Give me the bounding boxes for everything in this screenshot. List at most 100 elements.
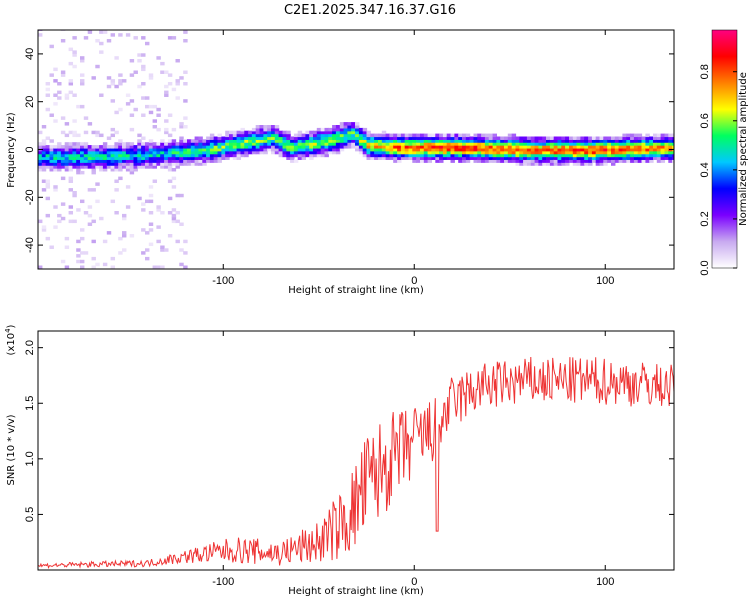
spectrogram-cell <box>118 73 123 77</box>
spectrogram-cell <box>141 156 146 160</box>
spectrogram-cell <box>118 165 123 169</box>
spectrogram-cell <box>213 136 219 140</box>
spectrogram-cell <box>57 142 62 146</box>
spectrogram-cell <box>80 251 85 255</box>
spectrogram-cell <box>274 150 280 155</box>
spectrogram-cell <box>569 150 574 155</box>
spectrogram-cell <box>542 145 547 149</box>
spectrogram-cell <box>645 150 650 155</box>
spectrogram-cell <box>599 145 604 149</box>
spectrogram-cell <box>660 147 666 152</box>
spectrogram-cell <box>125 162 131 166</box>
spectrogram-cell <box>664 139 669 143</box>
spectrogram-cell <box>523 150 528 155</box>
spectrogram-cell <box>526 145 532 149</box>
spectrogram-cell <box>141 53 146 57</box>
spectrogram-cell <box>110 79 116 83</box>
spectrogram-cell <box>60 39 66 43</box>
spectrogram-cell <box>152 119 158 123</box>
snr-ytick-label: 1.5 <box>24 396 36 411</box>
spectrogram-cell <box>339 127 345 132</box>
spectrogram-cell <box>53 153 58 158</box>
spectrogram-cell <box>244 150 249 155</box>
spectrogram-cell <box>320 147 326 152</box>
spectrogram-cell <box>72 162 77 166</box>
spectrogram-cell <box>591 159 597 163</box>
spectrogram-cell <box>442 139 448 143</box>
spectrogram-cell <box>557 150 562 155</box>
spectrogram-cell <box>125 168 131 172</box>
spectrogram-cell <box>481 139 486 143</box>
spectrogram-cell <box>626 139 631 143</box>
spectrogram-cell <box>87 162 93 166</box>
spectrogram-cell <box>179 153 184 158</box>
spectrogram-cell <box>672 133 674 138</box>
spectrogram-cell <box>64 133 70 138</box>
spectrogram-cell <box>400 150 406 155</box>
spectrogram-cell <box>45 145 51 149</box>
spectrogram-cell <box>339 147 345 152</box>
spectrogram-cell <box>339 142 345 146</box>
spectrogram-cell <box>217 147 222 152</box>
spectrogram-cell <box>148 199 154 204</box>
spectrogram-cell <box>175 193 180 198</box>
spectrogram-cell <box>454 145 459 149</box>
snr-ytick-label: 0.5 <box>24 507 36 522</box>
spectrogram-cell <box>534 162 540 166</box>
spectrogram-cell <box>45 82 51 86</box>
spectrogram-cell <box>229 145 234 149</box>
spectrogram-cell <box>198 136 203 140</box>
spectrogram-cell <box>397 139 402 143</box>
spectrogram-cell <box>618 136 624 140</box>
spectrogram-cell <box>546 145 551 149</box>
spectrogram-cell <box>408 139 413 143</box>
spectrogram-cell <box>435 147 440 152</box>
spectrogram-cell <box>462 136 467 140</box>
spectrogram-cell <box>206 147 211 152</box>
spectrogram-cell <box>622 150 627 155</box>
spectrogram-cell <box>297 139 303 143</box>
spectrogram-cell <box>236 142 242 146</box>
spectrogram-cell <box>653 145 658 149</box>
spectrogram-cell <box>374 156 379 160</box>
spectrogram-cell <box>91 165 96 169</box>
spectrogram-cell <box>236 150 242 155</box>
spectrogram-cell <box>469 153 475 158</box>
spectrogram-cell <box>530 153 536 158</box>
spectrogram-cell <box>614 139 620 143</box>
spectrogram-cell <box>477 142 482 146</box>
spectrogram-cell <box>137 142 142 146</box>
spectrogram-cell <box>378 145 383 149</box>
spectrogram-cell <box>217 142 222 146</box>
spectrogram-cell <box>122 234 127 238</box>
spectrogram-cell <box>481 156 486 160</box>
spectrogram-cell <box>137 53 142 57</box>
spectrogram-cell <box>141 142 146 146</box>
spectrogram-cell <box>423 145 429 149</box>
spectrogram-cell <box>137 139 142 143</box>
spectrogram-cell <box>400 136 406 140</box>
spectrogram-cell <box>481 150 486 155</box>
spectrogram-cell <box>607 136 612 140</box>
spectrogram-cell <box>309 142 314 146</box>
spectrogram-cell <box>435 139 440 143</box>
spectrogram-cell <box>484 136 490 140</box>
spectrogram-cell <box>38 165 43 169</box>
spectrogram-cell <box>271 139 276 143</box>
spectrogram-cell <box>328 142 333 146</box>
spectrogram-cell <box>145 142 150 146</box>
spectrogram-cell <box>72 53 77 57</box>
spectrogram-cell <box>164 145 169 149</box>
spectrogram-cell <box>534 136 540 140</box>
spectrogram-cell <box>57 150 62 155</box>
spectrogram-cell <box>366 145 371 149</box>
spectrogram-cell <box>53 188 58 192</box>
spectrogram-cell <box>465 147 471 152</box>
spectrogram-cell <box>408 142 413 146</box>
spectrogram-cell <box>175 145 180 149</box>
spectrogram-cell <box>611 142 616 146</box>
spectrogram-cell <box>618 139 624 143</box>
spectrogram-cell <box>496 159 501 163</box>
spectrogram-cell <box>599 153 604 158</box>
spectrogram-cell <box>267 136 272 140</box>
